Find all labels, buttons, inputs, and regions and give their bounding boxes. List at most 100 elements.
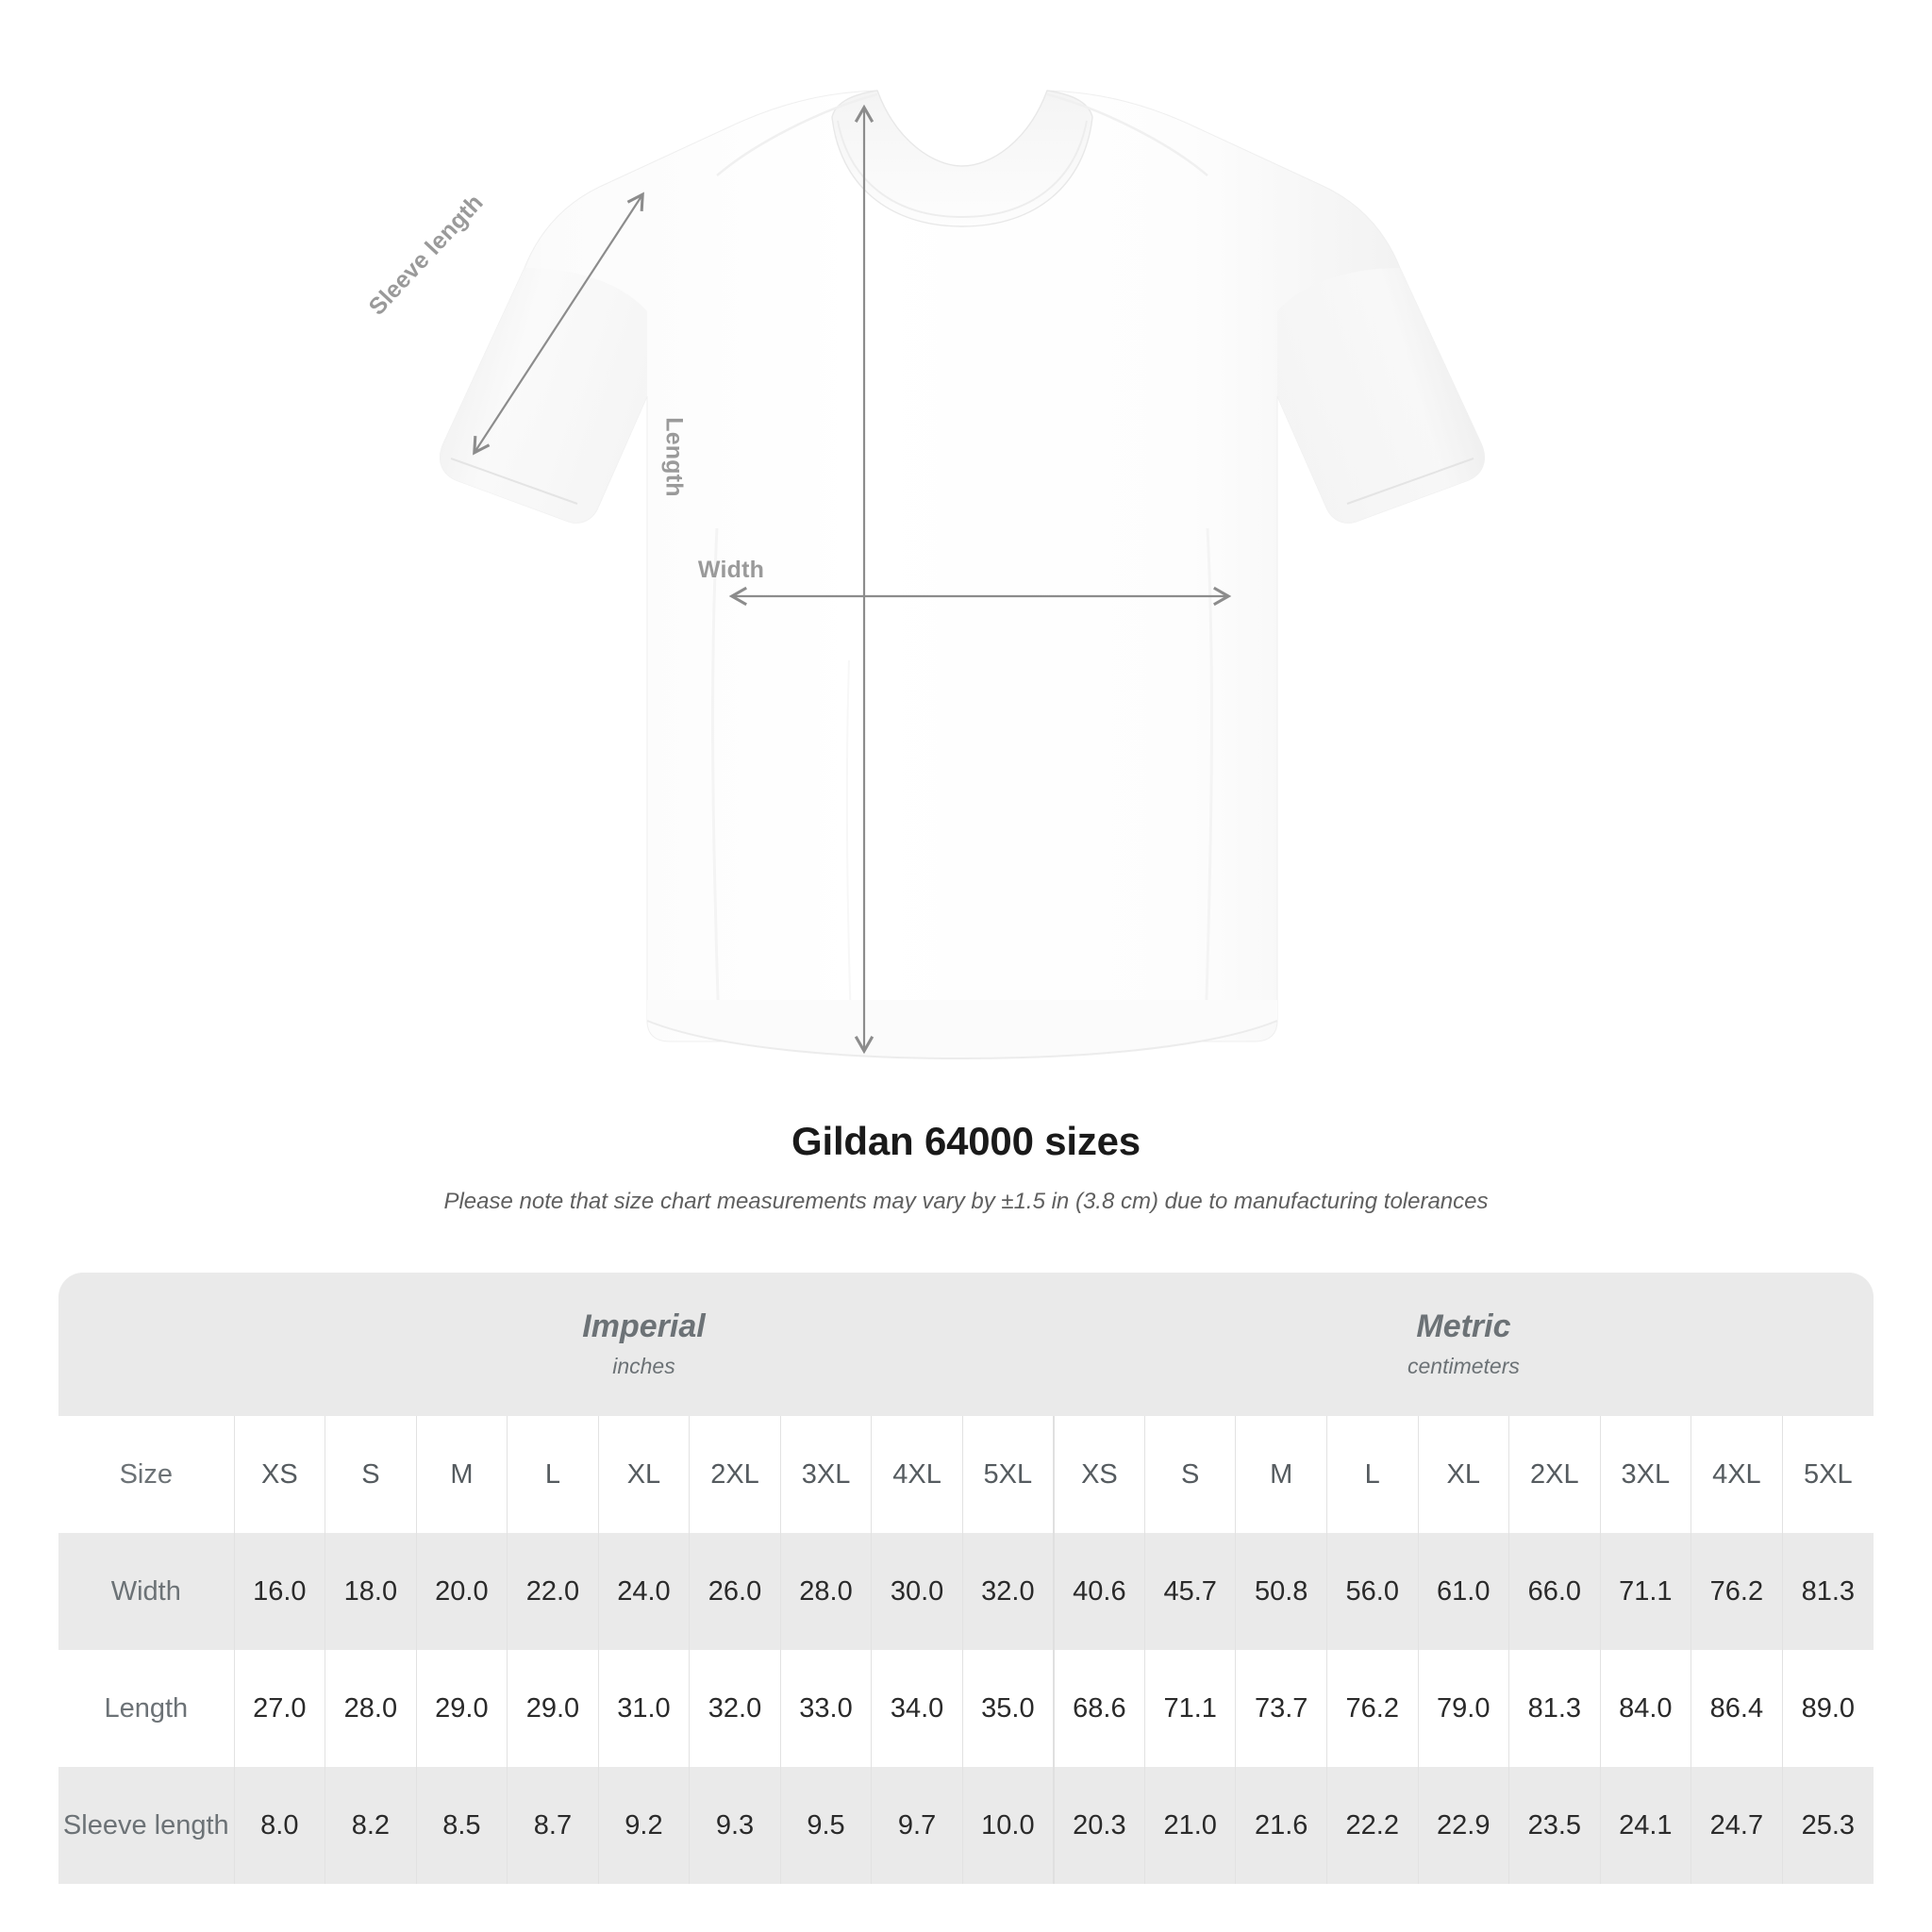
- size-header-metric-2xl: 2XL: [1508, 1416, 1601, 1533]
- size-header-metric-3xl: 3XL: [1599, 1416, 1691, 1533]
- unit-group-metric: Metric centimeters: [1053, 1273, 1874, 1416]
- cell-width-imperial-4xl: 30.0: [871, 1533, 963, 1650]
- size-chart-table: Imperial inches Metric centimeters Size …: [58, 1273, 1874, 1884]
- row-header-width: Width: [58, 1533, 235, 1650]
- cell-sleeve-imperial-s: 8.2: [325, 1767, 417, 1884]
- size-header-imperial-m: M: [415, 1416, 508, 1533]
- cell-sleeve-imperial-l: 8.7: [507, 1767, 599, 1884]
- sleeve-length-dimension-line: [473, 192, 644, 456]
- cell-width-imperial-m: 20.0: [415, 1533, 508, 1650]
- cell-width-metric-l: 56.0: [1325, 1533, 1419, 1650]
- size-header-metric-5xl: 5XL: [1781, 1416, 1874, 1533]
- cell-sleeve-imperial-4xl: 9.7: [871, 1767, 963, 1884]
- length-annotation: Length: [660, 417, 688, 497]
- cell-length-metric-l: 76.2: [1325, 1650, 1419, 1767]
- cell-length-imperial-xl: 31.0: [597, 1650, 690, 1767]
- cell-length-imperial-2xl: 32.0: [689, 1650, 781, 1767]
- cell-sleeve-imperial-5xl: 10.0: [961, 1767, 1054, 1884]
- cell-length-imperial-l: 29.0: [507, 1650, 599, 1767]
- size-header-metric-xl: XL: [1417, 1416, 1509, 1533]
- cell-width-metric-xl: 61.0: [1417, 1533, 1509, 1650]
- cell-width-imperial-3xl: 28.0: [779, 1533, 872, 1650]
- cell-length-imperial-5xl: 35.0: [961, 1650, 1054, 1767]
- table-row: Sleeve length 8.0 8.2 8.5 8.7 9.2 9.3 9.…: [58, 1767, 1874, 1884]
- cell-sleeve-imperial-2xl: 9.3: [689, 1767, 781, 1884]
- cell-width-metric-xs: 40.6: [1052, 1533, 1145, 1650]
- cell-width-imperial-s: 18.0: [325, 1533, 417, 1650]
- unit-group-metric-name: Metric: [1416, 1307, 1511, 1344]
- shirt-shape: [440, 90, 1485, 1060]
- cell-sleeve-imperial-xl: 9.2: [597, 1767, 690, 1884]
- unit-group-imperial-name: Imperial: [582, 1307, 706, 1344]
- chart-heading: Gildan 64000 sizes Please note that size…: [0, 1119, 1932, 1215]
- cell-length-imperial-s: 28.0: [325, 1650, 417, 1767]
- unit-group-imperial-sub: inches: [612, 1354, 675, 1379]
- size-header-metric-s: S: [1143, 1416, 1236, 1533]
- cell-sleeve-imperial-3xl: 9.5: [779, 1767, 872, 1884]
- cell-sleeve-imperial-m: 8.5: [415, 1767, 508, 1884]
- unit-group-metric-sub: centimeters: [1407, 1354, 1520, 1379]
- column-header-size: Size: [58, 1416, 235, 1533]
- size-header-imperial-xl: XL: [597, 1416, 690, 1533]
- cell-length-metric-m: 73.7: [1235, 1650, 1327, 1767]
- table-row: Length 27.0 28.0 29.0 29.0 31.0 32.0 33.…: [58, 1650, 1874, 1767]
- size-chart-table-container: Imperial inches Metric centimeters Size …: [58, 1273, 1874, 1884]
- size-header-imperial-xs: XS: [233, 1416, 325, 1533]
- cell-width-metric-s: 45.7: [1143, 1533, 1236, 1650]
- size-header-imperial-2xl: 2XL: [689, 1416, 781, 1533]
- cell-width-metric-5xl: 81.3: [1781, 1533, 1874, 1650]
- size-header-metric-l: L: [1325, 1416, 1419, 1533]
- unit-group-row: Imperial inches Metric centimeters: [58, 1273, 1874, 1416]
- cell-sleeve-metric-xl: 22.9: [1417, 1767, 1509, 1884]
- cell-sleeve-metric-l: 22.2: [1325, 1767, 1419, 1884]
- cell-length-metric-3xl: 84.0: [1599, 1650, 1691, 1767]
- cell-width-metric-4xl: 76.2: [1690, 1533, 1783, 1650]
- cell-length-metric-xl: 79.0: [1417, 1650, 1509, 1767]
- size-header-imperial-l: L: [507, 1416, 599, 1533]
- size-header-imperial-5xl: 5XL: [961, 1416, 1054, 1533]
- cell-sleeve-metric-2xl: 23.5: [1508, 1767, 1601, 1884]
- unit-row-spacer: [58, 1273, 235, 1416]
- cell-sleeve-imperial-xs: 8.0: [233, 1767, 325, 1884]
- size-header-row: Size XS S M L XL 2XL 3XL 4XL 5XL XS S M …: [58, 1416, 1874, 1533]
- cell-length-metric-5xl: 89.0: [1781, 1650, 1874, 1767]
- cell-sleeve-metric-4xl: 24.7: [1690, 1767, 1783, 1884]
- cell-sleeve-metric-3xl: 24.1: [1599, 1767, 1691, 1884]
- cell-sleeve-metric-s: 21.0: [1143, 1767, 1236, 1884]
- measurement-lines: [473, 104, 1232, 1055]
- tshirt-diagram: Sleeve length Length Width: [364, 90, 1485, 1060]
- row-header-length: Length: [58, 1650, 235, 1767]
- cell-width-imperial-5xl: 32.0: [961, 1533, 1054, 1650]
- cell-length-imperial-m: 29.0: [415, 1650, 508, 1767]
- cell-sleeve-metric-5xl: 25.3: [1781, 1767, 1874, 1884]
- cell-width-imperial-l: 22.0: [507, 1533, 599, 1650]
- cell-width-imperial-xs: 16.0: [233, 1533, 325, 1650]
- cell-width-imperial-xl: 24.0: [597, 1533, 690, 1650]
- cell-width-metric-m: 50.8: [1235, 1533, 1327, 1650]
- cell-sleeve-metric-m: 21.6: [1235, 1767, 1327, 1884]
- row-header-sleeve-length: Sleeve length: [58, 1767, 235, 1884]
- size-header-metric-m: M: [1235, 1416, 1327, 1533]
- width-annotation: Width: [697, 557, 765, 583]
- cell-length-metric-4xl: 86.4: [1690, 1650, 1783, 1767]
- cell-length-metric-s: 71.1: [1143, 1650, 1236, 1767]
- unit-group-imperial: Imperial inches: [234, 1273, 1054, 1416]
- page-title: Gildan 64000 sizes: [791, 1119, 1141, 1163]
- cell-width-imperial-2xl: 26.0: [689, 1533, 781, 1650]
- cell-length-imperial-4xl: 34.0: [871, 1650, 963, 1767]
- cell-width-metric-3xl: 71.1: [1599, 1533, 1691, 1650]
- size-header-metric-4xl: 4XL: [1690, 1416, 1783, 1533]
- cell-length-imperial-3xl: 33.0: [779, 1650, 872, 1767]
- cell-sleeve-metric-xs: 20.3: [1052, 1767, 1145, 1884]
- cell-length-imperial-xs: 27.0: [233, 1650, 325, 1767]
- size-header-imperial-3xl: 3XL: [779, 1416, 872, 1533]
- table-row: Width 16.0 18.0 20.0 22.0 24.0 26.0 28.0…: [58, 1533, 1874, 1650]
- tshirt-illustration: [440, 90, 1485, 1060]
- tolerance-note: Please note that size chart measurements…: [443, 1189, 1489, 1214]
- size-header-imperial-4xl: 4XL: [871, 1416, 963, 1533]
- cell-length-metric-xs: 68.6: [1052, 1650, 1145, 1767]
- size-header-imperial-s: S: [325, 1416, 417, 1533]
- cell-length-metric-2xl: 81.3: [1508, 1650, 1601, 1767]
- size-header-metric-xs: XS: [1052, 1416, 1145, 1533]
- cell-width-metric-2xl: 66.0: [1508, 1533, 1601, 1650]
